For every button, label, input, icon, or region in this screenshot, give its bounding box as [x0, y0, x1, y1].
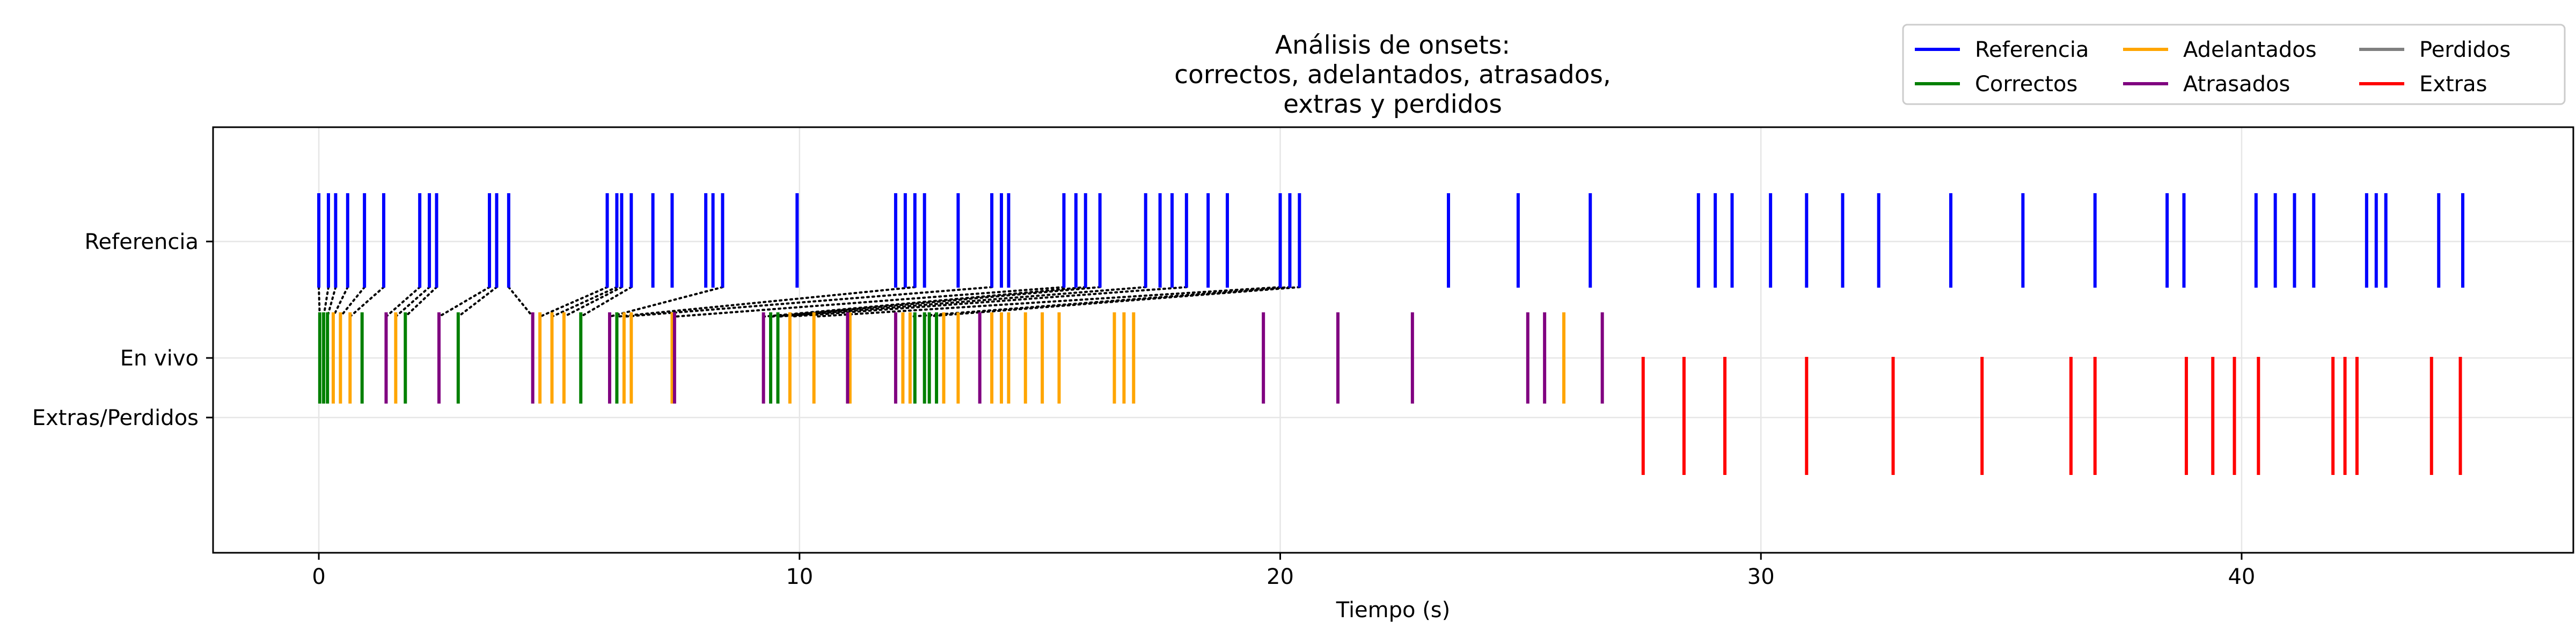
match-connector [339, 286, 366, 318]
x-tick-label: 40 [2228, 565, 2255, 589]
match-connector [673, 286, 1065, 318]
match-connector [326, 286, 337, 318]
match-connector [616, 286, 916, 318]
x-tick-label: 20 [1267, 565, 1294, 589]
legend-label-correctos: Correctos [1975, 72, 2077, 97]
y-tick-label: Referencia [85, 230, 199, 254]
x-axis-label: Tiempo (s) [1336, 598, 1451, 623]
match-connector [788, 286, 1188, 318]
match-connector [437, 286, 491, 318]
match-connector [349, 286, 385, 318]
plot-area: 0 10 20 30 40 Referencia En vivo Extras/Perdido… [32, 126, 2574, 589]
match-connector [332, 286, 349, 318]
match-connector [385, 286, 421, 318]
match-connector [318, 286, 321, 318]
chart-title-line: Análisis de onsets: [1275, 31, 1510, 60]
chart-title-line: extras y perdidos [1283, 90, 1502, 119]
chart-title: Análisis de onsets: correctos, adelantado… [1174, 31, 1611, 119]
legend-label-atrasados: Atrasados [2183, 72, 2290, 97]
legend-label-perdidos: Perdidos [2419, 38, 2511, 62]
legend: Referencia Correctos Adelantados Atrasados P… [1902, 24, 2566, 105]
match-connector [404, 286, 438, 318]
match-connector [507, 286, 534, 318]
match-connector [323, 286, 330, 318]
plot-background [213, 127, 2573, 553]
x-tick-label: 0 [312, 565, 325, 589]
y-tick-label: En vivo [120, 346, 199, 371]
match-connector [623, 286, 993, 318]
axes-frame [212, 126, 2574, 554]
match-connector [608, 286, 724, 318]
chart-title-line: correctos, adelantados, atrasados, [1174, 60, 1611, 90]
match-connector [777, 286, 1147, 318]
x-tick-label: 10 [786, 565, 813, 589]
legend-label-adelantados: Adelantados [2183, 38, 2317, 62]
legend-label-referencia: Referencia [1975, 38, 2089, 62]
match-connector [539, 286, 609, 318]
match-connector [551, 286, 618, 318]
match-connector [770, 286, 1101, 318]
legend-label-extras: Extras [2419, 72, 2487, 97]
y-tick-label: Extras/Perdidos [32, 406, 199, 430]
match-connector [394, 286, 431, 318]
match-connector [923, 286, 1301, 318]
match-connector [562, 286, 623, 318]
match-connector [580, 286, 633, 318]
x-tick-label: 30 [1747, 565, 1775, 589]
